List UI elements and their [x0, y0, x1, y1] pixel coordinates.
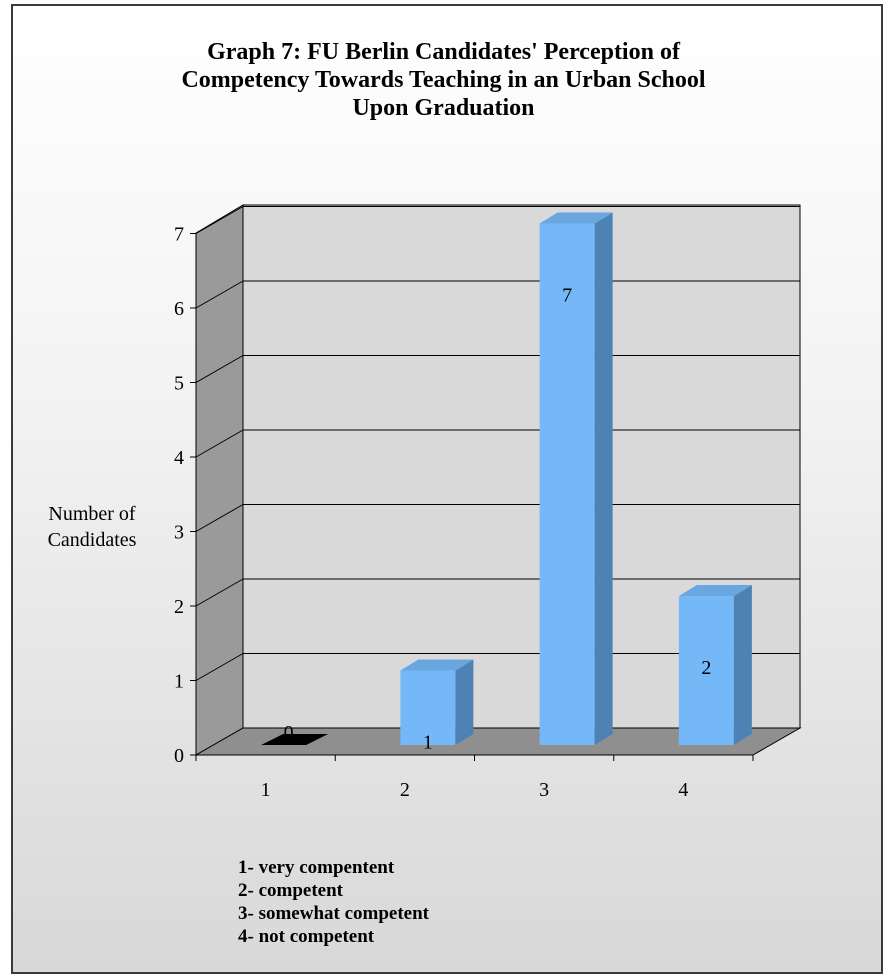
gridline-diagonal [195, 206, 244, 234]
bar [678, 585, 752, 745]
y-tick-label: 0 [174, 745, 184, 767]
x-tick-label: 2 [400, 779, 410, 801]
y-axis-label-line: Number of [48, 503, 136, 525]
data-label: 0 [284, 722, 294, 744]
x-tick-label: 4 [678, 779, 688, 801]
data-label: 7 [562, 285, 572, 307]
data-labels: 0 1 7 2 [284, 285, 712, 754]
bar [539, 212, 613, 745]
y-tick-label: 4 [174, 447, 184, 469]
chart-title-line: Upon Graduation [352, 95, 535, 121]
y-ticks: 0 1 2 3 4 5 6 7 [174, 224, 196, 767]
bar-side [455, 659, 474, 745]
chart-title: Graph 7: FU Berlin Candidates' Perceptio… [0, 38, 887, 122]
legend-item: 4- not competent [238, 926, 375, 947]
chart-title-line: Graph 7: FU Berlin Candidates' Perceptio… [207, 39, 680, 65]
gridline-diagonal [195, 653, 244, 681]
y-tick-label: 6 [174, 298, 184, 320]
y-tick-label: 7 [174, 224, 184, 246]
bar-top [539, 212, 613, 224]
gridline-diagonal [195, 504, 244, 532]
gridline-diagonal [195, 429, 244, 458]
legend-item: 2- competent [238, 880, 343, 901]
gridline-diagonal [195, 578, 244, 607]
bar-top [400, 659, 474, 671]
bar-front [400, 670, 456, 745]
x-tick-label: 1 [261, 779, 271, 801]
y-tick-label: 5 [174, 373, 184, 395]
x-ticks: 1 2 3 4 [195, 755, 754, 801]
gridlines [195, 206, 800, 681]
legend-item: 3- somewhat competent [238, 903, 430, 924]
gridline-diagonal [195, 355, 244, 383]
bar-front [539, 223, 595, 745]
legend-item: 1- very compentent [238, 857, 395, 878]
legend: 1- very compentent 2- competent 3- somew… [238, 856, 429, 948]
bar-side [733, 585, 752, 745]
data-label: 2 [701, 657, 711, 679]
x-tick-label: 3 [539, 779, 549, 801]
bar-side [594, 212, 613, 745]
y-axis-label-line: Candidates [48, 529, 137, 551]
bar-front [678, 596, 734, 745]
bar-top [678, 585, 752, 596]
y-tick-label: 2 [174, 596, 184, 618]
gridline-diagonal [195, 280, 244, 309]
data-label: 1 [423, 732, 433, 754]
side-wall [195, 204, 244, 756]
y-tick-label: 1 [174, 671, 184, 693]
bar-zero [261, 734, 329, 745]
bar [400, 659, 474, 745]
bars [261, 212, 752, 745]
y-tick-label: 3 [174, 522, 184, 544]
chart-title-line: Competency Towards Teaching in an Urban … [181, 67, 706, 93]
bar [261, 734, 329, 745]
